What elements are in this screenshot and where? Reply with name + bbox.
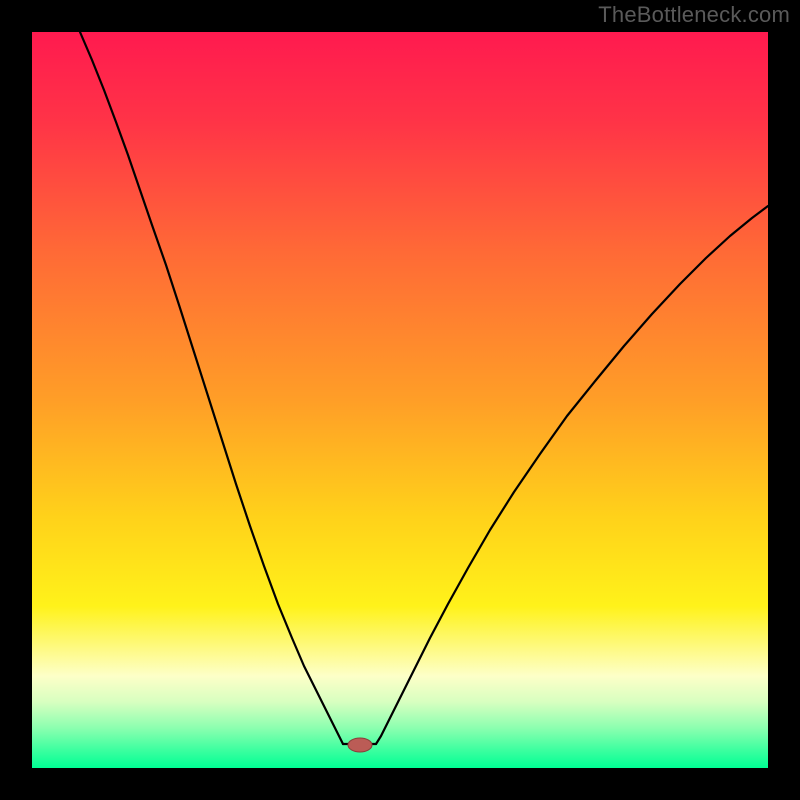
bottleneck-chart (0, 0, 800, 800)
bottleneck-marker (348, 738, 372, 752)
chart-stage: TheBottleneck.com (0, 0, 800, 800)
plot-area (32, 32, 768, 768)
watermark-text: TheBottleneck.com (598, 2, 790, 28)
